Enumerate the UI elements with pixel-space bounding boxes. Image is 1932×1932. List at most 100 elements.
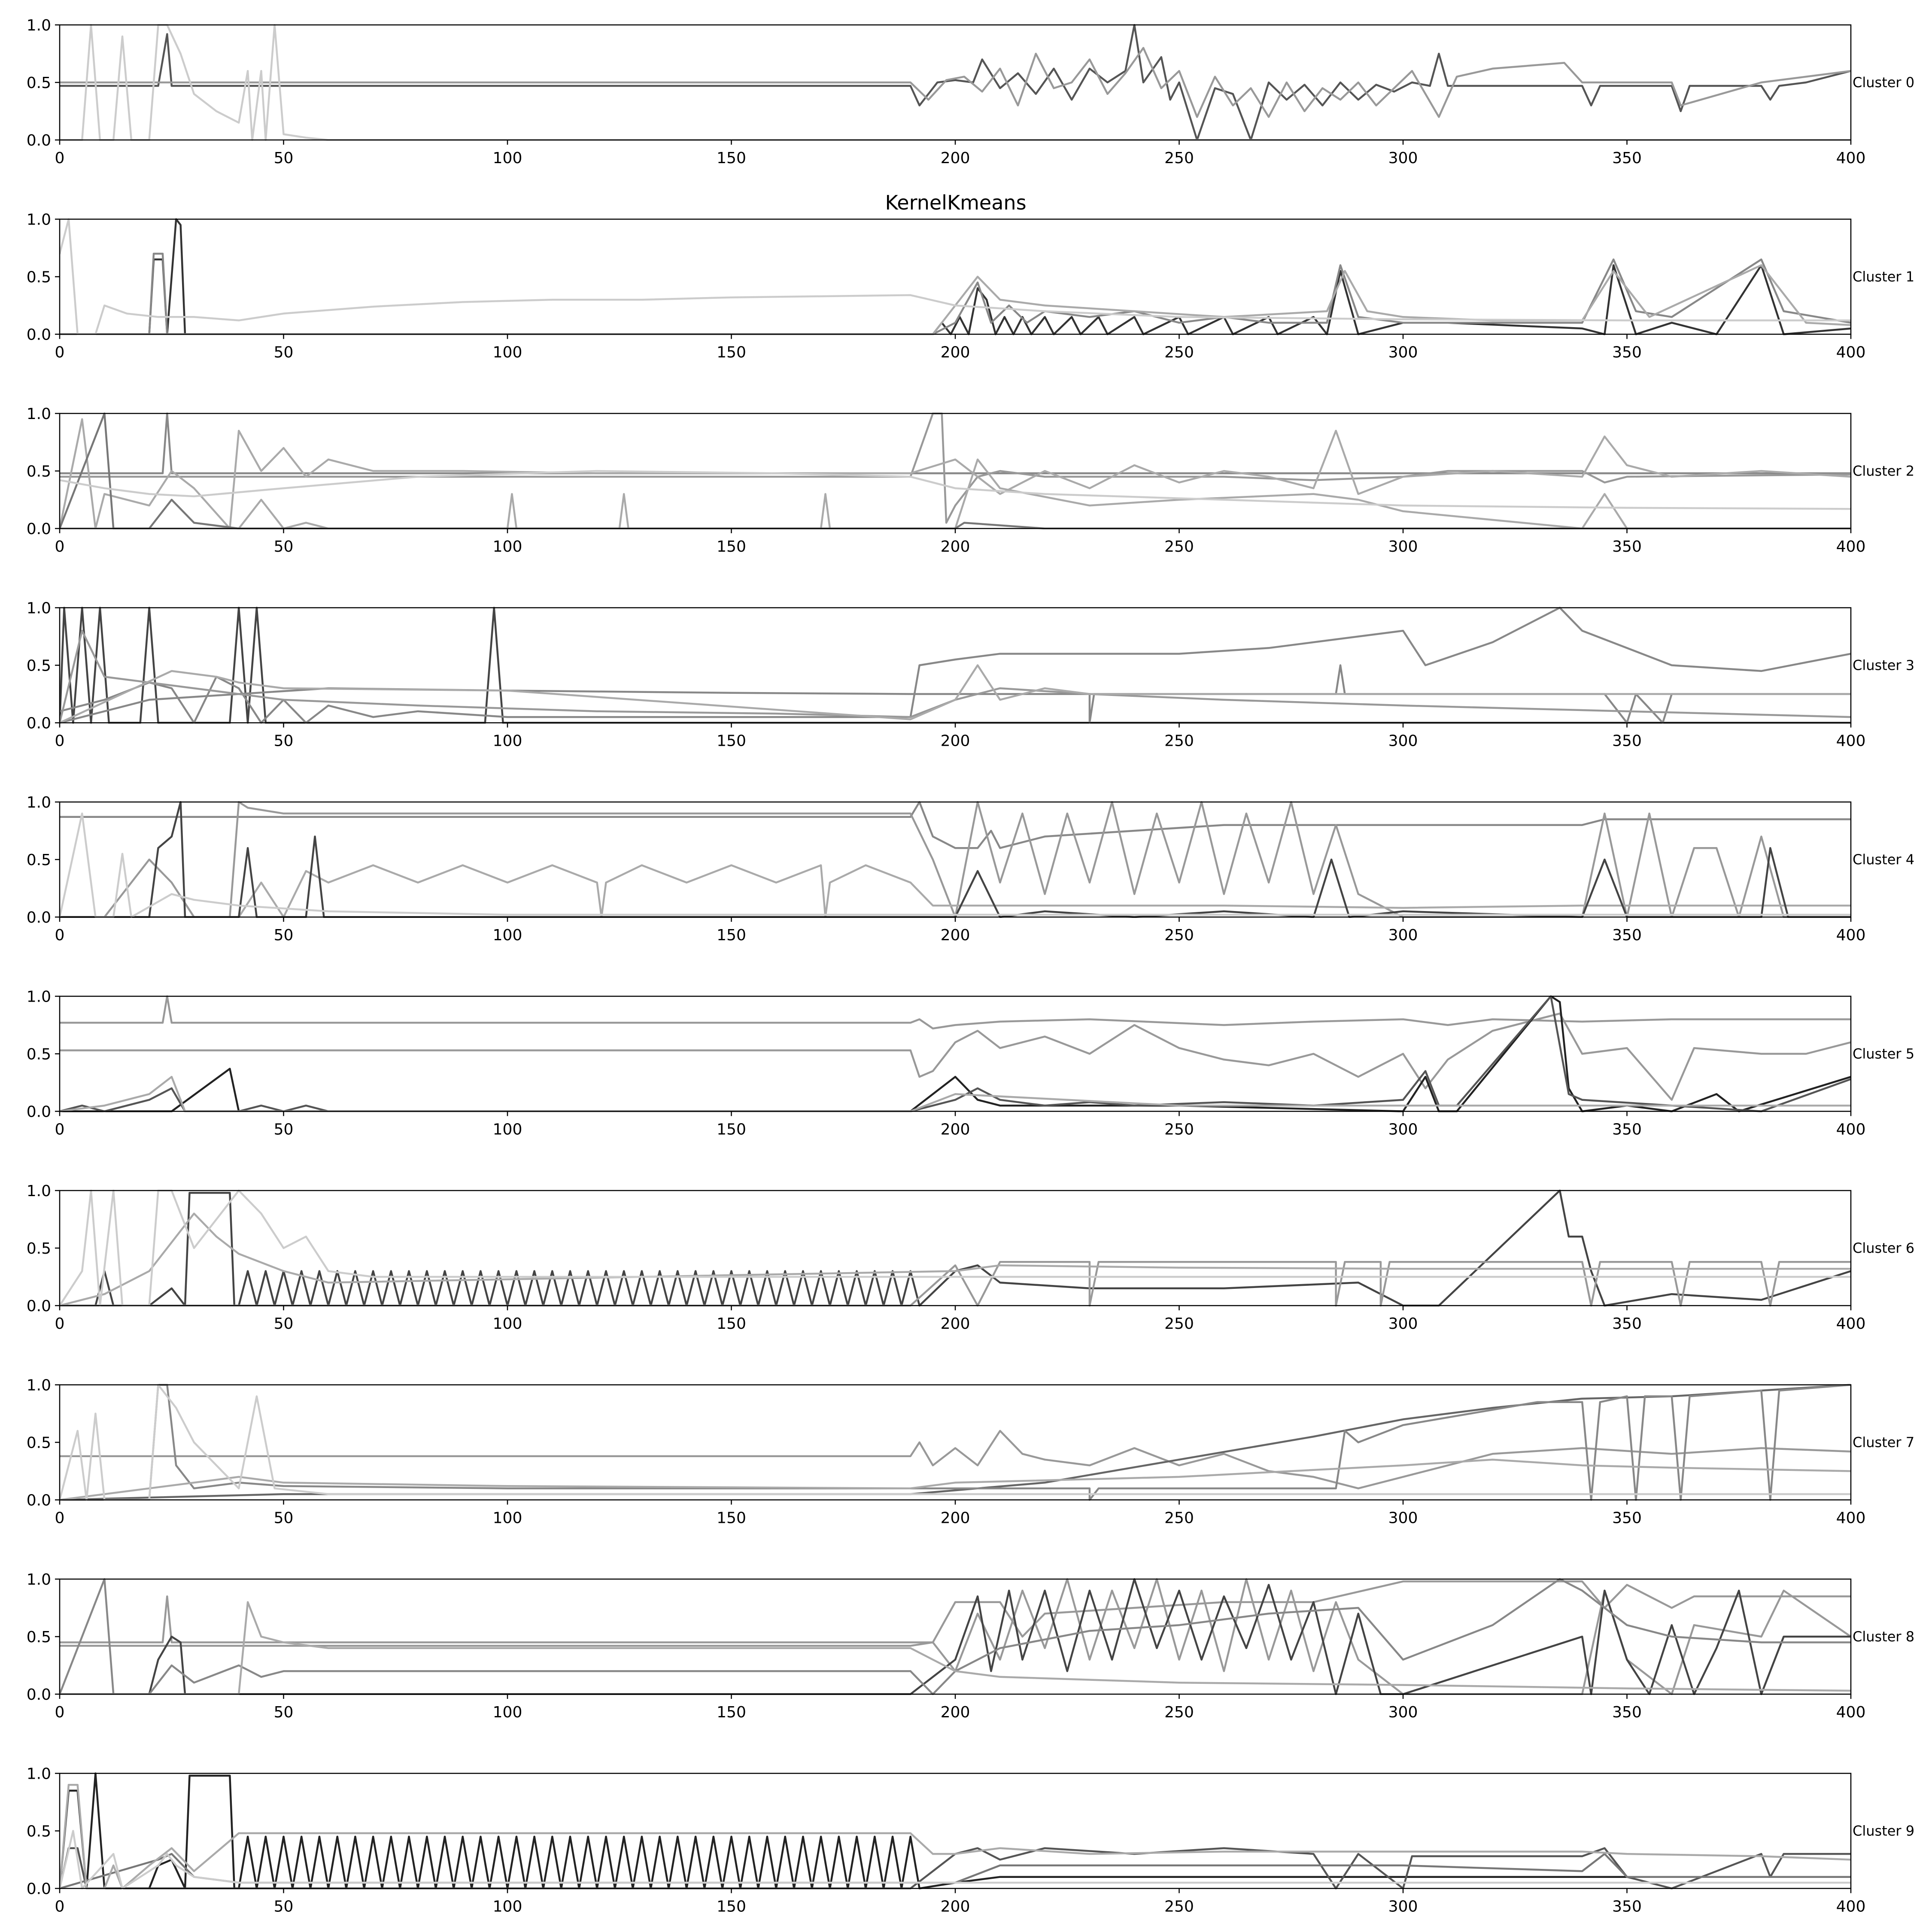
y-tick-label: 1.0 bbox=[27, 1377, 51, 1394]
x-tick-label: 0 bbox=[55, 149, 65, 167]
x-tick-label: 100 bbox=[493, 927, 522, 944]
x-tick-label: 200 bbox=[941, 732, 970, 750]
panel-6: 0 50 100 150 200 250 300 350 400 0.0 0.5 1.0 Cluster… bbox=[27, 1182, 1914, 1333]
y-tick-label: 0.5 bbox=[27, 463, 51, 480]
x-tick-label: 50 bbox=[274, 1315, 294, 1333]
x-tick-label: 150 bbox=[717, 1121, 746, 1139]
series-group bbox=[60, 1772, 1851, 1889]
y-tick-label: 1.0 bbox=[27, 211, 51, 229]
series-line-2 bbox=[60, 1212, 1851, 1306]
x-tick-label: 350 bbox=[1612, 344, 1642, 361]
series-line-3 bbox=[60, 1458, 1851, 1501]
x-tick-label: 350 bbox=[1612, 1898, 1642, 1916]
series-line-4 bbox=[60, 413, 1851, 529]
series-line-2 bbox=[60, 418, 1851, 529]
x-tick-label: 0 bbox=[55, 1510, 65, 1527]
cluster-label: Cluster 3 bbox=[1853, 657, 1914, 674]
x-tick-label: 100 bbox=[493, 732, 522, 750]
x-tick-label: 250 bbox=[1164, 538, 1194, 556]
y-tick-label: 0.0 bbox=[27, 1686, 51, 1704]
x-tick-label: 150 bbox=[717, 1898, 746, 1916]
series-line-2 bbox=[60, 1578, 1851, 1695]
x-tick-label: 200 bbox=[941, 1121, 970, 1139]
y-tick-label: 0.5 bbox=[27, 1046, 51, 1063]
x-tick-label: 400 bbox=[1836, 927, 1866, 944]
series-group bbox=[60, 995, 1851, 1112]
series-line-1 bbox=[60, 607, 1851, 724]
panel-3: 0 50 100 150 200 250 300 350 400 0.0 0.5 1.0 Cluster… bbox=[27, 600, 1914, 750]
x-tick-label: 200 bbox=[941, 538, 970, 556]
x-tick-label: 0 bbox=[55, 1121, 65, 1139]
y-tick-label: 0.5 bbox=[27, 74, 51, 92]
x-tick-label: 0 bbox=[55, 1704, 65, 1721]
x-tick-label: 250 bbox=[1164, 344, 1194, 361]
panel-9: 0 50 100 150 200 250 300 350 400 0.0 0.5 1.0 Cluster… bbox=[27, 1765, 1914, 1916]
cluster-label: Cluster 7 bbox=[1853, 1434, 1914, 1451]
series-line-3 bbox=[60, 629, 1851, 724]
y-tick-label: 1.0 bbox=[27, 405, 51, 423]
x-tick-label: 400 bbox=[1836, 344, 1866, 361]
series-group bbox=[60, 218, 1851, 335]
x-tick-label: 150 bbox=[717, 732, 746, 750]
series-line-4 bbox=[60, 1830, 1851, 1889]
series-line-1 bbox=[60, 413, 1851, 524]
x-tick-label: 150 bbox=[717, 927, 746, 944]
y-tick-label: 0.0 bbox=[27, 1103, 51, 1121]
panel-7: 0 50 100 150 200 250 300 350 400 0.0 0.5 1.0 Cluster… bbox=[27, 1377, 1914, 1527]
x-tick-label: 0 bbox=[55, 927, 65, 944]
x-tick-label: 150 bbox=[717, 149, 746, 167]
axes-frame bbox=[59, 1190, 1852, 1306]
x-tick-label: 50 bbox=[274, 927, 294, 944]
x-tick-label: 400 bbox=[1836, 1510, 1866, 1527]
series-group bbox=[60, 1190, 1851, 1306]
x-tick-label: 400 bbox=[1836, 1704, 1866, 1721]
x-tick-label: 300 bbox=[1388, 538, 1418, 556]
x-tick-label: 50 bbox=[274, 1898, 294, 1916]
series-group bbox=[60, 1578, 1851, 1695]
cluster-label: Cluster 2 bbox=[1853, 463, 1914, 479]
axes-frame bbox=[59, 219, 1852, 335]
x-tick-label: 350 bbox=[1612, 538, 1642, 556]
cluster-label: Cluster 0 bbox=[1853, 74, 1914, 91]
x-tick-label: 400 bbox=[1836, 1898, 1866, 1916]
x-tick-label: 300 bbox=[1388, 927, 1418, 944]
cluster-label: Cluster 4 bbox=[1853, 851, 1914, 868]
series-line-3 bbox=[60, 801, 1851, 918]
x-tick-label: 250 bbox=[1164, 1121, 1194, 1139]
cluster-label: Cluster 8 bbox=[1853, 1628, 1914, 1645]
y-tick-label: 0.0 bbox=[27, 1492, 51, 1510]
x-tick-label: 100 bbox=[493, 1898, 522, 1916]
series-line-0 bbox=[60, 995, 1851, 1030]
x-tick-label: 400 bbox=[1836, 1121, 1866, 1139]
cluster-label: Cluster 9 bbox=[1853, 1823, 1914, 1839]
y-tick-label: 0.0 bbox=[27, 1297, 51, 1315]
x-tick-label: 50 bbox=[274, 732, 294, 750]
y-tick-label: 0.0 bbox=[27, 520, 51, 538]
x-tick-label: 250 bbox=[1164, 1510, 1194, 1527]
series-line-4 bbox=[60, 1384, 1851, 1501]
y-tick-label: 0.0 bbox=[27, 715, 51, 732]
series-line-3 bbox=[60, 1578, 1851, 1695]
x-tick-label: 350 bbox=[1612, 927, 1642, 944]
x-tick-label: 100 bbox=[493, 149, 522, 167]
series-line-3 bbox=[60, 458, 1851, 529]
x-tick-label: 250 bbox=[1164, 149, 1194, 167]
series-line-1 bbox=[60, 47, 1851, 118]
y-tick-label: 1.0 bbox=[27, 794, 51, 811]
series-line-0 bbox=[60, 1430, 1851, 1489]
y-tick-label: 0.0 bbox=[27, 132, 51, 149]
y-tick-label: 1.0 bbox=[27, 600, 51, 617]
y-tick-label: 1.0 bbox=[27, 1765, 51, 1783]
x-tick-label: 300 bbox=[1388, 1510, 1418, 1527]
y-tick-label: 0.5 bbox=[27, 1434, 51, 1452]
x-tick-label: 0 bbox=[55, 732, 65, 750]
series-line-0 bbox=[60, 218, 1851, 335]
x-tick-label: 150 bbox=[717, 1315, 746, 1333]
series-line-2 bbox=[60, 264, 1851, 335]
x-tick-label: 300 bbox=[1388, 1121, 1418, 1139]
series-group bbox=[60, 801, 1851, 918]
y-tick-label: 0.5 bbox=[27, 269, 51, 286]
x-tick-label: 150 bbox=[717, 344, 746, 361]
panels-group: 0 50 100 150 200 250 300 350 400 0.0 0.5 1.0 Cluster… bbox=[27, 17, 1914, 1916]
series-line-0 bbox=[60, 1772, 1851, 1889]
